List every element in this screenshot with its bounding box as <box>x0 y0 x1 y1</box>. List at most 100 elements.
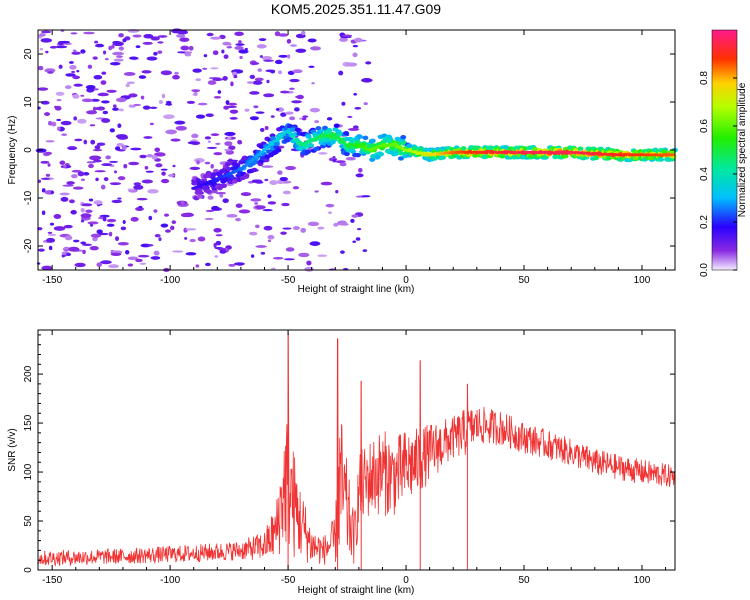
spectrogram-cell <box>96 142 106 146</box>
spectrogram-cell <box>56 126 61 131</box>
spectrogram-cell <box>205 209 215 213</box>
spectrogram-ridge-cell <box>349 149 356 154</box>
spectrogram-cell <box>144 165 149 170</box>
spectrogram-cell <box>263 59 274 62</box>
spectrogram-y-tick-label: 20 <box>23 48 34 60</box>
spectrogram-cell <box>124 250 130 255</box>
spectrogram-cell <box>155 163 163 168</box>
spectrogram-cell <box>160 70 172 76</box>
spectrogram-cell <box>88 163 94 169</box>
spectrogram-cell <box>249 91 260 95</box>
spectrogram-cell <box>254 202 259 205</box>
spectrogram-ridge-cell <box>335 129 342 134</box>
snr-x-tick-label: -150 <box>42 575 62 586</box>
spectrogram-cell <box>81 98 94 103</box>
spectrogram-cell <box>40 30 52 34</box>
snr-x-label: Height of straight line (km) <box>298 585 415 596</box>
spectrogram-cell <box>40 38 53 43</box>
spectrogram-cell <box>72 94 80 99</box>
spectrogram-cell <box>333 222 339 227</box>
spectrogram-cell <box>228 263 236 267</box>
spectrogram-cell <box>153 51 158 56</box>
spectrogram-cell <box>186 100 196 104</box>
spectrogram-ridge-cell <box>369 138 376 143</box>
spectrogram-cell <box>289 87 295 90</box>
spectrogram-cell <box>157 50 163 54</box>
spectrogram-cell <box>210 36 222 40</box>
spectrogram-cell <box>339 162 347 167</box>
spectrogram-cell <box>304 266 314 272</box>
spectrogram-cell <box>148 215 153 221</box>
spectrogram-cell <box>296 94 304 100</box>
spectrogram-cell <box>311 82 315 85</box>
spectrogram-cell <box>207 80 217 85</box>
spectrogram-cell <box>62 184 74 187</box>
spectrogram-cell <box>261 165 274 168</box>
spectrogram-cell <box>69 61 74 64</box>
spectrogram-cell <box>290 44 298 47</box>
spectrogram-ridge-cell <box>234 163 241 168</box>
spectrogram-cell <box>100 260 112 265</box>
spectrogram-cell <box>224 148 232 152</box>
spectrogram-cell <box>207 195 214 200</box>
snr-y-tick-label: 150 <box>23 414 34 431</box>
spectrogram-cell <box>142 41 153 45</box>
spectrogram-cell <box>126 81 136 84</box>
snr-y-tick-label: 200 <box>23 365 34 382</box>
spectrogram-cell <box>184 237 188 240</box>
spectrogram-cell <box>213 95 222 99</box>
spectrogram-cell <box>282 227 292 230</box>
spectrogram-cell <box>174 120 186 125</box>
spectrogram-cell <box>106 89 117 93</box>
spectrogram-cell <box>95 43 105 48</box>
spectrogram-y-tick-label: -10 <box>23 190 34 205</box>
spectrogram-cell <box>96 262 103 268</box>
spectrogram-cell <box>361 78 373 83</box>
spectrogram-cell <box>146 56 158 61</box>
spectrogram-cell <box>163 114 175 120</box>
spectrogram-cell <box>110 250 116 253</box>
spectrogram-cell <box>127 256 139 261</box>
spectrogram-cell <box>224 141 233 147</box>
spectrogram-cell <box>53 214 62 219</box>
spectrogram-cell <box>212 78 224 81</box>
spectrogram-cell <box>352 240 357 243</box>
spectrogram-cell <box>103 50 107 55</box>
spectrogram-cell <box>58 64 63 69</box>
spectrogram-cell <box>56 118 62 122</box>
spectrogram-cell <box>106 223 115 227</box>
spectrogram-cell <box>81 203 93 207</box>
spectrogram-cell <box>41 188 46 193</box>
spectrogram-cell <box>219 194 224 198</box>
spectrogram-cell <box>112 40 121 45</box>
spectrogram-cell <box>267 239 272 243</box>
spectrogram-cell <box>240 192 252 197</box>
spectrogram-cell <box>108 45 113 51</box>
spectrogram-cell <box>100 80 107 85</box>
spectrogram-cell <box>270 115 275 118</box>
spectrogram-cell <box>150 36 160 41</box>
spectrogram-ridge-cell <box>241 155 248 161</box>
spectrogram-cell <box>100 184 106 190</box>
spectrogram-cell <box>339 222 349 226</box>
spectrogram-cell <box>89 223 94 227</box>
spectrogram-cell <box>340 250 345 254</box>
spectrogram-cell <box>264 178 269 182</box>
spectrogram-cell <box>249 74 256 80</box>
spectrogram-cell <box>197 102 208 106</box>
spectrogram-cell <box>229 117 238 120</box>
colorbar-gradient <box>712 30 737 270</box>
spectrogram-cell <box>112 107 119 111</box>
spectrogram-cell <box>325 203 335 208</box>
snr-frame <box>37 329 676 571</box>
spectrogram-cell <box>44 112 51 116</box>
spectrogram-cell <box>180 212 190 218</box>
spectrogram-cell <box>49 45 58 49</box>
spectrogram-cell <box>345 62 358 67</box>
spectrogram-cell <box>179 37 190 42</box>
spectrogram-ridge-cell <box>322 125 329 131</box>
spectrogram-cell <box>161 171 166 176</box>
spectrogram-cell <box>205 262 211 267</box>
spectrogram-cell <box>302 115 309 118</box>
spectrogram-cell <box>93 107 106 111</box>
